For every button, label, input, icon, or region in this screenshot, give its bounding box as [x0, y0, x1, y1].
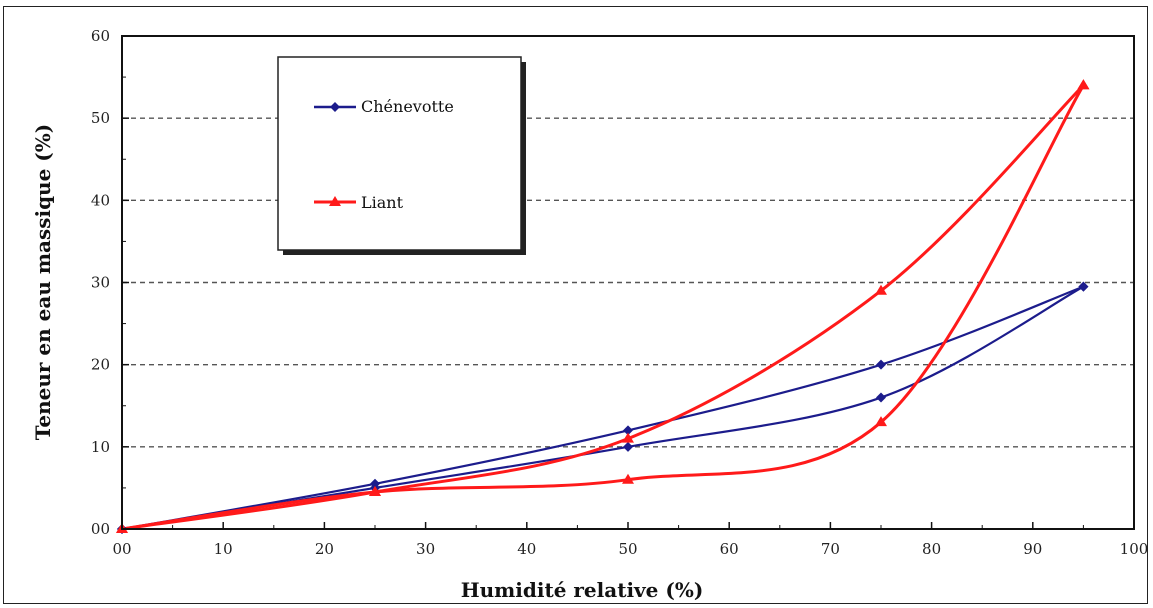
x-tick-label: 100 — [1120, 540, 1149, 558]
legend-marker-liant — [329, 196, 341, 206]
x-tick-label: 70 — [821, 540, 840, 558]
y-tick-label: 30 — [91, 274, 110, 292]
y-tick-label: 50 — [91, 109, 110, 127]
chenevotte-point — [876, 359, 886, 370]
liant-desorption-line — [121, 84, 1085, 531]
y-axis-title: Teneur en eau massique (%) — [31, 124, 55, 440]
chenevotte-point — [1078, 281, 1089, 292]
y-tick-label: 40 — [91, 191, 110, 209]
x-tick-label: 80 — [922, 540, 941, 558]
x-tick-label: 10 — [214, 540, 233, 558]
liant-adsorption-line — [121, 84, 1085, 531]
x-tick-label: 60 — [720, 540, 739, 558]
y-axis-ticks: 00 10 20 30 40 50 60 — [91, 27, 129, 538]
chenevotte-adsorption-line — [121, 285, 1084, 531]
x-tick-label: 90 — [1023, 540, 1042, 558]
liant-point — [875, 284, 887, 295]
liant-point — [1077, 79, 1090, 90]
legend-label-liant: Liant — [361, 193, 404, 212]
grid-lines — [122, 117, 1134, 448]
x-tick-label: 50 — [618, 540, 637, 558]
liant-point — [622, 432, 634, 443]
chenevotte-point — [370, 478, 380, 489]
curves — [121, 84, 1085, 531]
legend-label-chenevotte: Chénevotte — [361, 97, 454, 116]
chenevotte-point — [623, 441, 633, 452]
legend-box — [277, 56, 522, 251]
chart-frame — [3, 6, 1148, 604]
y-tick-label: 60 — [91, 27, 110, 45]
chenevotte-desorption-line — [121, 285, 1084, 531]
liant-point — [622, 473, 634, 484]
x-axis-title: Humidité relative (%) — [461, 578, 704, 602]
x-tick-label: 20 — [315, 540, 334, 558]
y-tick-label: 20 — [91, 356, 110, 374]
legend: Chénevotte Liant — [277, 56, 526, 255]
liant-point — [369, 486, 381, 497]
markers — [116, 79, 1090, 534]
x-axis-ticks: 00 10 20 30 40 50 60 70 80 90 100 — [112, 522, 1148, 558]
chenevotte-point — [876, 392, 886, 403]
y-tick-label: 00 — [91, 520, 110, 538]
x-tick-label: 40 — [517, 540, 536, 558]
legend-marker-chenevotte — [330, 102, 340, 112]
liant-point — [875, 416, 887, 427]
x-tick-label: 30 — [416, 540, 435, 558]
y-tick-label: 10 — [91, 438, 110, 456]
x-tick-label: 00 — [112, 540, 131, 558]
chenevotte-point — [623, 425, 633, 436]
